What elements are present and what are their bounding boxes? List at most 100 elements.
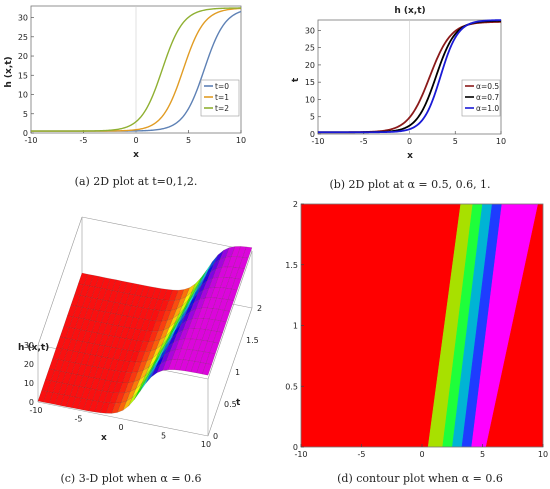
d-x-tick-label: 0 [419, 450, 424, 459]
box-edge [37, 216, 83, 346]
panel-a-caption: (a) 2D plot at t=0,1,2. [75, 175, 198, 188]
c-z-tick-label: 10 [24, 379, 34, 388]
c-t-tick-label: 1 [235, 368, 240, 377]
c-z-tick-label: 20 [24, 360, 34, 369]
contour-band-3 [452, 204, 493, 447]
panel-c-xlabel: x [101, 433, 107, 443]
y-tick-label: 5 [310, 113, 315, 122]
panel-a-legend: t=0 t=1 t=2 [200, 79, 240, 117]
panel-b-series-lines [318, 19, 502, 134]
contour-band-0 [301, 204, 461, 447]
x-tick-label: -10 [311, 137, 324, 146]
x-tick-label: -5 [80, 136, 88, 145]
panel-d-contour-bands [301, 204, 543, 447]
d-x-tick-label: 5 [480, 450, 485, 459]
d-y-tick-label: 1.5 [285, 261, 298, 270]
panel-a-series-lines [31, 7, 242, 132]
d-y-tick-label: 1 [293, 322, 298, 331]
y-tick-label: 30 [305, 26, 315, 35]
panel-c-caption: (c) 3-D plot when α = 0.6 [60, 472, 201, 485]
legend-entry: t=2 [215, 104, 229, 113]
contour-band-2 [442, 204, 483, 447]
c-t-tick-label: 0 [213, 432, 218, 441]
surface-patch [224, 299, 234, 312]
panel-a-ylabel: h (x,t) [4, 56, 14, 87]
d-y-tick-label: 0.5 [285, 382, 298, 391]
legend-entry: t=1 [215, 93, 229, 102]
x-tick-label: 0 [407, 137, 412, 146]
box-edge [207, 250, 253, 380]
surface-patch [202, 363, 212, 376]
panel-b-xlabel: x [407, 151, 413, 161]
c-z-tick-label: 30 [24, 341, 34, 350]
y-tick-label: 0 [310, 130, 315, 139]
panel-b-x-ticks: -10 -5 0 5 10 [311, 131, 506, 146]
surface-patch [205, 352, 216, 365]
surface-patch [216, 320, 227, 333]
legend-entry: α=0.7 [476, 93, 499, 102]
x-tick-label: 5 [186, 136, 191, 145]
panel-d-caption: (d) contour plot when α = 0.6 [337, 472, 503, 485]
contour-band-1 [427, 204, 474, 447]
x-tick-label: -10 [24, 136, 37, 145]
y-tick-label: 15 [305, 78, 315, 87]
panel-c-ylabel: t [236, 398, 241, 408]
c-x-tick-label: 5 [161, 432, 166, 441]
surface-patch [227, 288, 238, 301]
surface-patch [213, 331, 223, 344]
panel-d-x-ticks: -10 -5 0 5 10 [294, 444, 548, 459]
contour-band-5 [471, 204, 539, 447]
y-tick-label: 20 [305, 61, 315, 70]
c-t-tick-label: 0.5 [224, 400, 237, 409]
panel-b-ylabel: t [291, 77, 301, 82]
d-y-tick-label: 0 [293, 443, 298, 452]
panel-c-surface [37, 246, 253, 414]
c-t-tick-label: 2 [257, 304, 262, 313]
legend-entry: α=1.0 [476, 104, 499, 113]
c-z-tick-label: 0 [29, 398, 34, 407]
c-x-tick-label: -5 [75, 415, 83, 424]
panel-a-y-ticks: 0 5 10 15 20 25 30 [18, 14, 34, 138]
d-y-tick-label: 2 [293, 200, 298, 209]
c-x-tick-label: 0 [118, 423, 123, 432]
y-tick-label: 10 [18, 91, 28, 100]
legend-entry: t=0 [215, 82, 229, 91]
contour-band-4 [461, 204, 503, 447]
y-tick-label: 0 [23, 129, 28, 138]
x-tick-label: 5 [453, 137, 458, 146]
box-edge [37, 401, 209, 437]
c-x-tick-label: 10 [201, 440, 211, 449]
y-tick-label: 10 [305, 95, 315, 104]
y-tick-label: 20 [18, 52, 28, 61]
panel-b-legend: α=0.5 α=0.7 α=1.0 [461, 79, 501, 117]
y-tick-label: 15 [18, 71, 28, 80]
c-x-tick-label: -10 [29, 406, 42, 415]
x-tick-label: 0 [133, 136, 138, 145]
x-tick-label: 10 [496, 137, 506, 146]
series-line-2 [318, 19, 502, 134]
legend-entry: α=0.5 [476, 82, 499, 91]
panel-b-caption: (b) 2D plot at α = 0.5, 0.6, 1. [329, 178, 490, 191]
y-tick-label: 25 [18, 33, 28, 42]
y-tick-label: 25 [305, 44, 315, 53]
contour-band-6 [485, 204, 543, 447]
box-edge [207, 307, 253, 437]
y-tick-label: 30 [18, 14, 28, 23]
panel-a-x-ticks: -10 -5 0 5 10 [24, 130, 246, 145]
d-x-tick-label: -10 [294, 450, 307, 459]
d-x-tick-label: -5 [358, 450, 366, 459]
d-x-tick-label: 10 [538, 450, 548, 459]
panel-b-title: h (x,t) [394, 6, 425, 16]
panel-d-y-ticks: 0 0.5 1 1.5 2 [285, 200, 304, 452]
box-edge [81, 216, 253, 252]
panel-b-2d-plot: h (x,t) -10 -5 0 5 10 0 5 10 15 20 25 30 x t α=0.5… [291, 6, 506, 191]
c-t-tick-label: 1.5 [246, 336, 259, 345]
panel-d-contour-plot: -10 -5 0 5 10 0 0.5 1 1.5 2 (d) contour plot whe… [285, 200, 548, 485]
x-tick-label: -5 [360, 137, 368, 146]
x-tick-label: 10 [236, 136, 246, 145]
y-tick-label: 5 [23, 110, 28, 119]
